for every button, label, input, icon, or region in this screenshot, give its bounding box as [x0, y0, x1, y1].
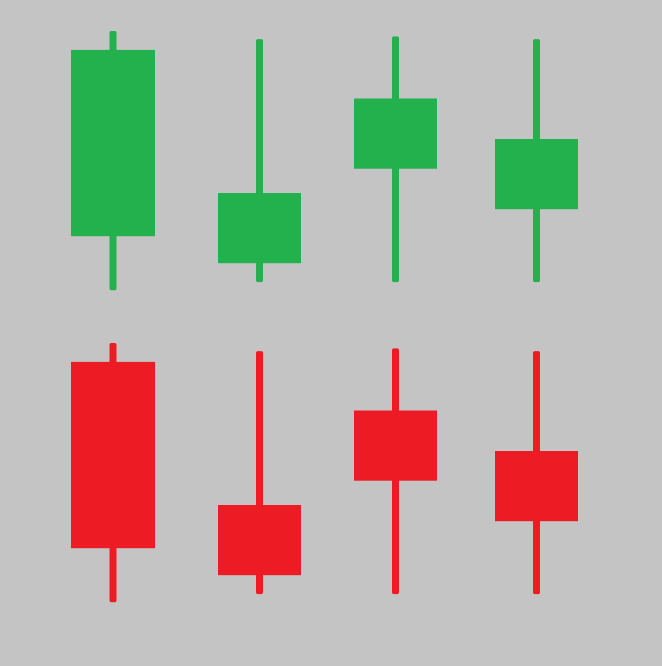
candle-body [495, 451, 578, 522]
bullish-candle-mid-body [495, 39, 578, 283]
bearish-candle-long-body [71, 343, 155, 603]
candle-body [354, 410, 437, 481]
bearish-candle-high-body [354, 348, 437, 595]
candle-body [71, 361, 155, 549]
bullish-candle-long-body [71, 31, 155, 291]
candle-body [354, 98, 437, 169]
bearish-candle-mid-body [495, 351, 578, 595]
candle-body [218, 505, 301, 576]
candle-body [71, 49, 155, 237]
bullish-candle-high-body [354, 36, 437, 283]
candle-body [495, 139, 578, 210]
bullish-candle-low-body [218, 39, 301, 283]
candle-body [218, 193, 301, 264]
bearish-row [71, 343, 578, 603]
bearish-candle-low-body [218, 351, 301, 595]
bullish-row [71, 31, 578, 291]
